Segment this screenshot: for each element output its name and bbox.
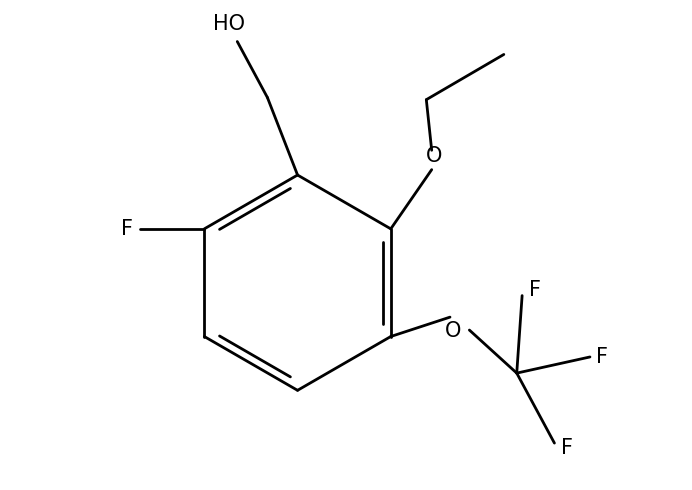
Text: O: O <box>426 147 442 167</box>
Text: F: F <box>121 219 134 239</box>
Text: O: O <box>445 321 462 342</box>
Text: F: F <box>561 439 573 459</box>
Text: F: F <box>597 347 608 367</box>
Text: F: F <box>529 280 540 300</box>
Text: HO: HO <box>212 14 245 34</box>
